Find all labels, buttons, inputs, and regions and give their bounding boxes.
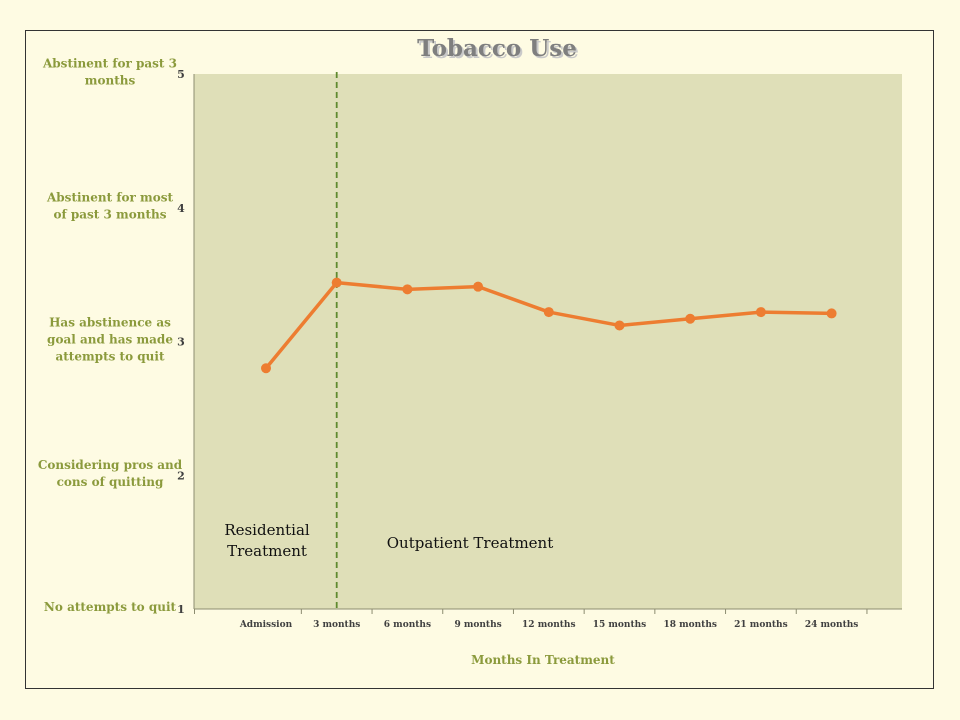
y-tick-label: 3 [177, 336, 185, 349]
data-point [331, 277, 342, 288]
x-tick-label: 15 months [593, 620, 647, 630]
data-point [543, 307, 554, 318]
data-point [755, 307, 766, 318]
chart-title: Tobacco Use [417, 35, 577, 62]
y-category-label: Abstinent for most of past 3 months [46, 190, 173, 221]
x-tick-label: 9 months [454, 620, 501, 630]
y-tick-label: 2 [177, 469, 185, 482]
data-point [685, 313, 696, 324]
x-tick-label: Admission [239, 620, 293, 630]
data-point [261, 363, 271, 374]
y-tick-label: 5 [177, 68, 185, 81]
data-point [473, 281, 484, 292]
x-tick-label: 6 months [384, 620, 431, 630]
chart-title-shadow: Tobacco Use [419, 37, 579, 64]
y-tick-label: 4 [177, 202, 185, 215]
y-tick-label: 1 [177, 603, 185, 616]
phase-label-outpatient: Outpatient Treatment [387, 534, 554, 552]
data-point [614, 320, 625, 331]
plot-area [194, 74, 902, 609]
data-point [826, 308, 837, 319]
data-point [402, 284, 413, 295]
y-category-label: Considering pros and cons of quitting [38, 458, 183, 489]
x-tick-label: 3 months [313, 620, 360, 630]
phase-label-residential: Residential Treatment [224, 521, 310, 560]
x-tick-label: 18 months [663, 620, 717, 630]
y-category-label: Abstinent for past 3 months [42, 57, 177, 88]
x-tick-label: 12 months [522, 620, 576, 630]
y-category-label: Has abstinence as goal and has made attemp… [47, 316, 173, 364]
x-tick-label: 24 months [805, 620, 859, 630]
x-axis-label: Months In Treatment [471, 653, 615, 667]
x-tick-label: 21 months [734, 620, 788, 630]
y-category-label: No attempts to quit [44, 600, 177, 614]
